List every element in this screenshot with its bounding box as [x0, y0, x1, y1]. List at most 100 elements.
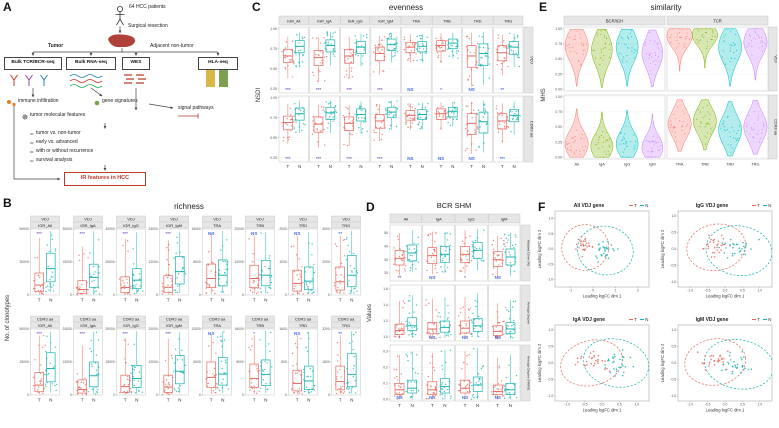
svg-text:N: N — [264, 398, 267, 403]
svg-text:NS: NS — [208, 331, 214, 336]
evenness-chart: evenness NSDI IGR_All IGR_IgA IGR_IgG IGR_IgM… — [256, 3, 534, 169]
svg-text:Leading logFC dim 2: Leading logFC dim 2 — [660, 229, 665, 268]
svg-text:0: 0 — [70, 293, 72, 297]
svg-text:VDJ: VDJ — [773, 55, 777, 62]
svg-text:No. of clonotypes: No. of clonotypes — [5, 295, 11, 341]
svg-text:N: N — [645, 203, 648, 208]
svg-text:40: 40 — [384, 245, 388, 249]
svg-text:0.50: 0.50 — [270, 67, 277, 71]
liver-icon — [108, 34, 136, 48]
panel-c-letter: C — [252, 0, 261, 14]
svg-text:24000: 24000 — [149, 227, 158, 231]
svg-text:IGR_IgA: IGR_IgA — [317, 19, 332, 23]
comparison-survival: survival analysis — [36, 157, 73, 163]
svg-text:NSDI: NSDI — [256, 88, 262, 103]
svg-text:***: *** — [166, 331, 172, 336]
svg-text:T: T — [339, 298, 342, 303]
svg-text:1: 1 — [614, 289, 616, 293]
svg-text:evenness: evenness — [389, 3, 423, 12]
svg-text:TRA: TRA — [213, 323, 221, 328]
svg-text:*: * — [464, 275, 466, 280]
svg-text:Average Degree: Average Degree — [526, 302, 530, 325]
svg-text:N: N — [221, 298, 224, 303]
svg-text:NS: NS — [407, 87, 413, 92]
svg-text:1.0: 1.0 — [634, 403, 639, 407]
svg-text:T: T — [210, 298, 213, 303]
svg-text:***: *** — [346, 87, 352, 92]
svg-text:N: N — [411, 403, 414, 408]
svg-text:-0.5: -0.5 — [670, 264, 676, 268]
svg-text:0: 0 — [113, 293, 115, 297]
svg-text:0.50: 0.50 — [270, 136, 277, 140]
svg-text:0: 0 — [242, 293, 244, 297]
svg-text:0.1: 0.1 — [383, 382, 388, 386]
svg-text:0.75: 0.75 — [270, 116, 277, 120]
svg-text:IGR_IgM: IGR_IgM — [378, 19, 393, 23]
svg-text:0.0: 0.0 — [671, 361, 676, 365]
svg-text:IGR_IgA: IGR_IgA — [80, 323, 96, 328]
svg-text:***: *** — [377, 87, 383, 92]
svg-text:-0.5: -0.5 — [705, 289, 711, 293]
svg-text:T: T — [81, 298, 84, 303]
svg-text:***: *** — [377, 156, 383, 161]
assay-box-tcr-bcr-seq: Bulk TCR/BCR-seq — [4, 57, 62, 70]
svg-text:IgG: IgG — [468, 216, 474, 221]
svg-text:T: T — [378, 164, 381, 169]
svg-text:T: T — [398, 403, 401, 408]
svg-text:50: 50 — [384, 231, 388, 235]
panel-a-letter: A — [3, 0, 12, 14]
svg-text:NS: NS — [396, 395, 402, 400]
svg-text:T: T — [496, 403, 499, 408]
svg-text:N: N — [135, 298, 138, 303]
svg-text:T: T — [470, 164, 473, 169]
antibody-icons — [10, 74, 48, 86]
panel-a-study-design: 64 HCC patients Surgical resection Tumor… — [2, 2, 250, 198]
tumor-molecular-features-label: tumor molecular features — [30, 112, 86, 118]
svg-text:0.5: 0.5 — [740, 289, 745, 293]
tumor-label: Tumor — [48, 43, 64, 49]
svg-text:N: N — [645, 317, 648, 322]
svg-text:0.2: 0.2 — [383, 366, 388, 370]
gear-icon — [22, 114, 28, 120]
svg-text:VDJ: VDJ — [170, 217, 178, 222]
svg-text:NS: NS — [429, 275, 435, 280]
svg-text:Leading logFC dim 2: Leading logFC dim 2 — [537, 343, 542, 382]
svg-text:N: N — [178, 298, 181, 303]
svg-text:4000: 4000 — [322, 227, 330, 231]
svg-text:50000: 50000 — [20, 327, 29, 331]
svg-text:N: N — [768, 203, 771, 208]
svg-text:N: N — [49, 398, 52, 403]
svg-text:***: *** — [166, 231, 172, 236]
svg-text:TRB: TRB — [256, 323, 264, 328]
svg-text:VDJ: VDJ — [256, 217, 264, 222]
svg-text:60000: 60000 — [20, 227, 29, 231]
svg-text:Leading logFC dim 2: Leading logFC dim 2 — [660, 343, 665, 382]
rna-reads-icon — [69, 74, 103, 88]
svg-text:1.4: 1.4 — [383, 303, 388, 307]
svg-text:0: 0 — [199, 393, 201, 397]
svg-text:16000: 16000 — [235, 327, 244, 331]
svg-text:TRG: TRG — [751, 162, 759, 167]
svg-text:3200: 3200 — [322, 327, 330, 331]
svg-text:800: 800 — [281, 360, 287, 364]
svg-text:NS: NS — [429, 395, 435, 400]
svg-text:T: T — [124, 298, 127, 303]
svg-text:0: 0 — [242, 393, 244, 397]
person-icon — [115, 6, 125, 26]
svg-text:**: ** — [398, 275, 402, 280]
svg-text:0.0: 0.0 — [671, 247, 676, 251]
svg-text:N: N — [92, 298, 95, 303]
wes-reads-icon — [124, 74, 146, 84]
svg-text:Leading logFC dim 1: Leading logFC dim 1 — [583, 294, 622, 299]
svg-text:0: 0 — [592, 289, 594, 293]
svg-text:10000: 10000 — [235, 260, 244, 264]
svg-text:IgA VDJ gene: IgA VDJ gene — [573, 317, 605, 323]
svg-text:Leading logFC dim 1: Leading logFC dim 1 — [706, 408, 745, 413]
svg-text:**: ** — [338, 231, 342, 236]
svg-text:NS: NS — [462, 335, 468, 340]
svg-text:NS: NS — [468, 87, 474, 92]
bcr-shm-chart: BCR SHM Values All IgA IgG IgM Mutated Clone (… — [367, 201, 530, 408]
svg-text:N: N — [329, 164, 332, 169]
svg-text:BCR SHM: BCR SHM — [437, 201, 472, 210]
svg-text:***: *** — [316, 87, 322, 92]
